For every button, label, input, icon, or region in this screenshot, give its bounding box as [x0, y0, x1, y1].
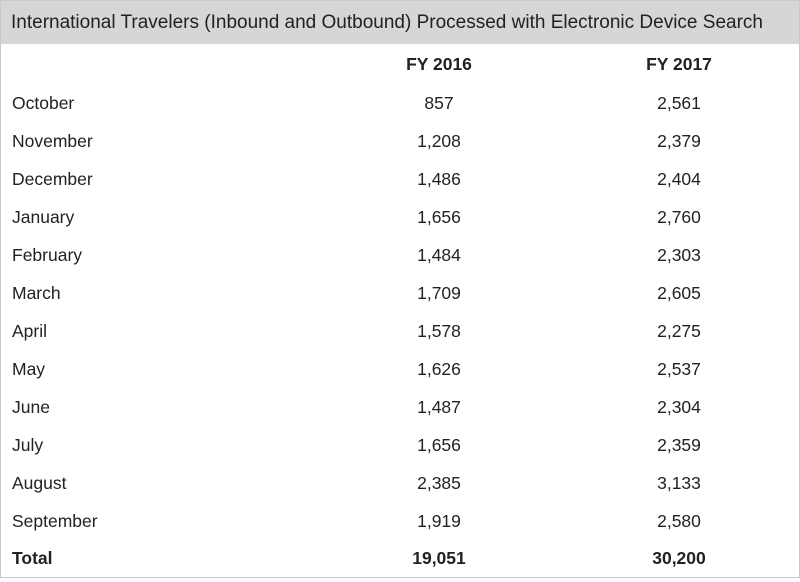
month-cell: January: [12, 206, 75, 227]
month-cell: June: [12, 396, 50, 417]
header-row: FY 2016 FY 2017: [1, 44, 799, 84]
month-cell: August: [12, 472, 67, 493]
fy2017-cell: 2,404: [657, 168, 701, 189]
table-row: August 2,385 3,133: [1, 464, 799, 502]
fy2016-cell: 1,208: [417, 130, 461, 151]
fy2016-cell: 1,626: [417, 358, 461, 379]
month-cell: May: [12, 358, 46, 379]
fy2016-cell: 2,385: [417, 472, 461, 493]
table-body: October 857 2,561 November 1,208 2,379 Decembe…: [1, 84, 799, 540]
table-row: January 1,656 2,760: [1, 198, 799, 236]
fy2016-cell: 1,486: [417, 168, 461, 189]
month-cell: March: [12, 282, 61, 303]
fy2016-cell: 1,656: [417, 434, 461, 455]
month-cell: December: [12, 168, 93, 189]
table-row: June 1,487 2,304: [1, 388, 799, 426]
column-header-fy2017: FY 2017: [646, 53, 712, 74]
fy2016-cell: 1,919: [417, 510, 461, 531]
table-row: December 1,486 2,404: [1, 160, 799, 198]
fy2017-cell: 2,379: [657, 130, 701, 151]
table-row: April 1,578 2,275: [1, 312, 799, 350]
table-row: March 1,709 2,605: [1, 274, 799, 312]
fy2016-cell: 1,484: [417, 244, 461, 265]
table-row: February 1,484 2,303: [1, 236, 799, 274]
fy2017-cell: 2,605: [657, 282, 701, 303]
month-cell: October: [12, 92, 75, 113]
column-header-month: [1, 44, 319, 84]
total-label: Total: [12, 547, 53, 568]
fy2017-cell: 2,561: [657, 92, 701, 113]
month-cell: November: [12, 130, 93, 151]
table-row: July 1,656 2,359: [1, 426, 799, 464]
fy2016-cell: 1,656: [417, 206, 461, 227]
fy2017-cell: 2,537: [657, 358, 701, 379]
month-cell: July: [12, 434, 44, 455]
fy2017-cell: 2,760: [657, 206, 701, 227]
fy2017-cell: 2,275: [657, 320, 701, 341]
table-title: International Travelers (Inbound and Out…: [1, 1, 799, 44]
month-cell: September: [12, 510, 98, 531]
total-fy2017: 30,200: [652, 547, 706, 568]
total-fy2016: 19,051: [412, 547, 466, 568]
total-row: Total 19,051 30,200: [1, 540, 799, 576]
fy2017-cell: 2,359: [657, 434, 701, 455]
table-row: October 857 2,561: [1, 84, 799, 122]
fy2017-cell: 2,303: [657, 244, 701, 265]
fy2017-cell: 2,304: [657, 396, 701, 417]
fy2016-cell: 1,487: [417, 396, 461, 417]
travelers-table: FY 2016 FY 2017 October 857 2,561 November 1…: [1, 44, 799, 576]
fy2016-cell: 1,578: [417, 320, 461, 341]
fy2017-cell: 2,580: [657, 510, 701, 531]
column-header-fy2016: FY 2016: [406, 53, 472, 74]
table-row: May 1,626 2,537: [1, 350, 799, 388]
fy2016-cell: 857: [424, 92, 454, 113]
fy2016-cell: 1,709: [417, 282, 461, 303]
fy2017-cell: 3,133: [657, 472, 701, 493]
table-row: November 1,208 2,379: [1, 122, 799, 160]
month-cell: February: [12, 244, 83, 265]
month-cell: April: [12, 320, 48, 341]
table-row: September 1,919 2,580: [1, 502, 799, 540]
